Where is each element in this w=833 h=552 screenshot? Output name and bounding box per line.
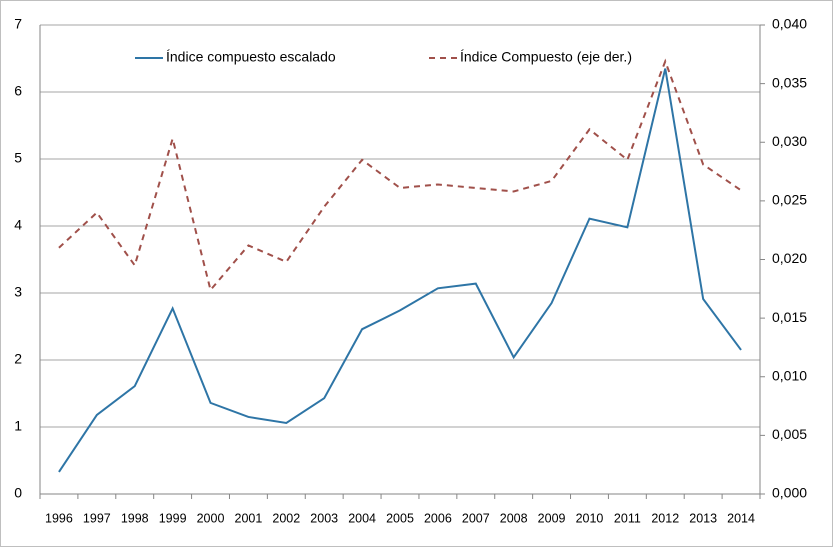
y2-tick-label: 0,035: [772, 74, 807, 90]
legend-label: Índice Compuesto (eje der.): [460, 49, 632, 65]
y-tick-label: 3: [14, 284, 22, 300]
x-tick-label: 2007: [462, 511, 490, 525]
series-line: [58, 68, 742, 473]
x-tick-label: 2006: [424, 511, 452, 525]
x-tick-label: 2009: [538, 511, 566, 525]
x-tick-label: 2003: [310, 511, 338, 525]
x-tick-label: 2008: [500, 511, 528, 525]
y2-tick-label: 0,000: [772, 485, 807, 501]
y-tick-label: 0: [14, 485, 22, 501]
x-tick-label: 1996: [45, 511, 73, 525]
y-tick-label: 2: [14, 351, 22, 367]
x-tick-label: 2002: [272, 511, 300, 525]
x-tick-label: 1999: [159, 511, 187, 525]
y2-tick-label: 0,030: [772, 133, 807, 149]
y-tick-label: 4: [14, 217, 22, 233]
x-tick-label: 2004: [348, 511, 376, 525]
y-tick-label: 5: [14, 150, 22, 166]
y2-tick-label: 0,015: [772, 309, 807, 325]
x-tick-label: 1998: [121, 511, 149, 525]
x-tick-label: 2014: [727, 511, 755, 525]
x-tick-label: 2001: [235, 511, 263, 525]
y-tick-label: 6: [14, 83, 22, 99]
x-tick-label: 2011: [614, 511, 641, 525]
x-tick-label: 2013: [689, 511, 717, 525]
y2-tick-label: 0,005: [772, 426, 807, 442]
x-tick-label: 2010: [576, 511, 604, 525]
y-tick-label: 7: [14, 16, 22, 32]
y2-tick-label: 0,020: [772, 250, 807, 266]
y2-tick-label: 0,040: [772, 16, 807, 32]
x-tick-label: 1997: [83, 511, 111, 525]
y-tick-label: 1: [14, 418, 22, 434]
legend-label: Índice compuesto escalado: [166, 49, 336, 65]
x-tick-label: 2005: [386, 511, 414, 525]
x-tick-label: 2000: [197, 511, 225, 525]
x-tick-label: 2012: [651, 511, 679, 525]
y2-tick-label: 0,025: [772, 192, 807, 208]
y2-tick-label: 0,010: [772, 367, 807, 383]
